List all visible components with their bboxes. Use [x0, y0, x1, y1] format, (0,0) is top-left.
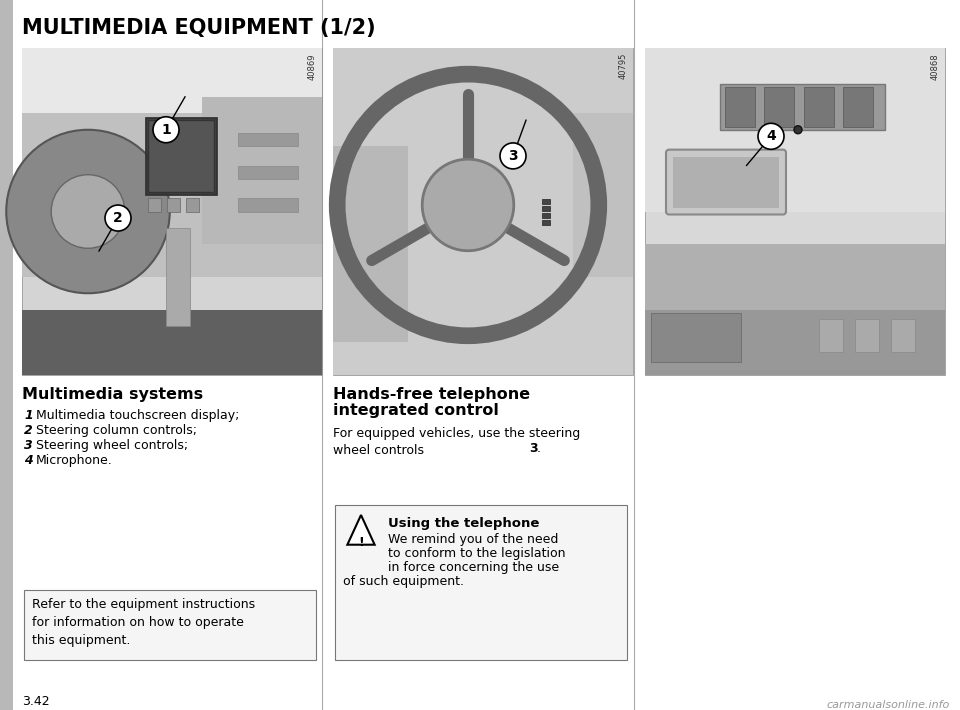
Circle shape — [105, 205, 131, 231]
Text: For equipped vehicles, use the steering
wheel controls: For equipped vehicles, use the steering … — [333, 427, 580, 457]
FancyBboxPatch shape — [335, 505, 627, 660]
Bar — [855, 320, 879, 352]
Text: 2: 2 — [113, 211, 123, 225]
Text: 40868: 40868 — [931, 53, 940, 80]
Bar — [645, 310, 945, 375]
Bar — [651, 313, 741, 362]
Bar — [333, 48, 633, 375]
Text: 40869: 40869 — [308, 53, 317, 80]
Text: integrated control: integrated control — [333, 403, 499, 418]
Bar — [22, 48, 322, 375]
Text: 4: 4 — [766, 129, 776, 143]
Circle shape — [794, 126, 802, 133]
Bar — [22, 114, 322, 277]
Bar — [542, 206, 550, 211]
Text: 4: 4 — [24, 454, 33, 467]
Bar — [645, 48, 945, 375]
Text: Multimedia systems: Multimedia systems — [22, 387, 204, 402]
Bar — [146, 118, 216, 194]
Circle shape — [153, 116, 179, 143]
FancyBboxPatch shape — [24, 590, 316, 660]
Bar — [673, 157, 779, 207]
Bar — [185, 198, 199, 212]
Bar — [891, 320, 915, 352]
Text: of such equipment.: of such equipment. — [343, 575, 464, 588]
Text: 3.42: 3.42 — [22, 695, 50, 708]
Bar — [333, 48, 633, 375]
Text: carmanualsonline.info: carmanualsonline.info — [827, 700, 950, 710]
Bar — [819, 320, 843, 352]
Text: .: . — [537, 442, 541, 455]
Text: 2: 2 — [24, 424, 33, 437]
Text: Microphone.: Microphone. — [36, 454, 112, 467]
Bar — [167, 198, 180, 212]
Text: Steering column controls;: Steering column controls; — [36, 424, 197, 437]
Bar — [804, 87, 833, 127]
Bar — [720, 84, 885, 130]
Bar — [573, 114, 633, 277]
Text: Using the telephone: Using the telephone — [388, 517, 540, 530]
Text: !: ! — [358, 535, 364, 549]
Bar — [333, 146, 408, 342]
Text: 3: 3 — [529, 442, 538, 455]
Bar — [645, 48, 945, 212]
Bar — [725, 87, 755, 127]
Text: 40795: 40795 — [619, 53, 628, 80]
Bar — [166, 228, 190, 326]
Text: Steering wheel controls;: Steering wheel controls; — [36, 439, 188, 452]
Bar — [542, 219, 550, 224]
Polygon shape — [348, 515, 374, 545]
Circle shape — [51, 175, 125, 248]
Bar — [542, 199, 550, 204]
Bar — [22, 310, 322, 375]
Text: 3: 3 — [508, 149, 517, 163]
Bar — [202, 97, 322, 244]
Bar — [148, 198, 161, 212]
Text: MULTIMEDIA EQUIPMENT (1/2): MULTIMEDIA EQUIPMENT (1/2) — [22, 18, 375, 38]
Text: 1: 1 — [24, 409, 33, 422]
Text: 1: 1 — [161, 123, 171, 137]
Text: We remind you of the need: We remind you of the need — [388, 533, 559, 546]
Circle shape — [7, 130, 170, 293]
Bar — [22, 48, 322, 114]
Text: in force concerning the use: in force concerning the use — [388, 561, 559, 574]
Bar — [843, 87, 873, 127]
Circle shape — [500, 143, 526, 169]
Text: 3: 3 — [24, 439, 33, 452]
Circle shape — [758, 124, 784, 149]
Bar — [238, 198, 298, 212]
Bar — [148, 120, 214, 192]
FancyBboxPatch shape — [666, 150, 786, 214]
Bar — [764, 87, 794, 127]
Text: Multimedia touchscreen display;: Multimedia touchscreen display; — [36, 409, 239, 422]
Bar — [238, 165, 298, 179]
Bar — [542, 212, 550, 217]
Bar — [645, 244, 945, 375]
Bar — [0, 0, 13, 710]
Text: to conform to the legislation: to conform to the legislation — [388, 547, 565, 560]
Bar — [238, 133, 298, 146]
Text: Refer to the equipment instructions
for information on how to operate
this equip: Refer to the equipment instructions for … — [32, 598, 255, 647]
Circle shape — [422, 159, 514, 251]
Text: Hands-free telephone: Hands-free telephone — [333, 387, 530, 402]
Circle shape — [426, 163, 510, 247]
